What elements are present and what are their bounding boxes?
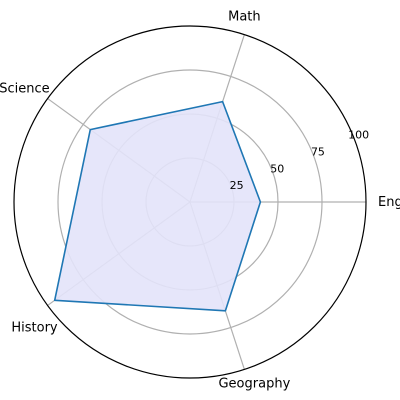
radial-tick-label: 100	[348, 129, 369, 142]
data-layer	[53, 100, 262, 312]
label-layer: 25 50 75 100 English Math Science History Geogra…	[0, 10, 400, 392]
outer-ring	[13, 25, 367, 379]
radial-tick-label: 50	[270, 162, 284, 175]
category-label-math: Math	[228, 10, 261, 25]
radial-tick-label: 75	[311, 145, 325, 158]
category-label-history: History	[11, 320, 58, 335]
category-label-geography: Geography	[218, 376, 290, 391]
series-fill	[54, 101, 261, 311]
category-label-english: English	[378, 195, 400, 210]
category-label-science: Science	[0, 82, 50, 97]
series-line	[53, 100, 262, 312]
radial-tick-label: 25	[230, 179, 244, 192]
